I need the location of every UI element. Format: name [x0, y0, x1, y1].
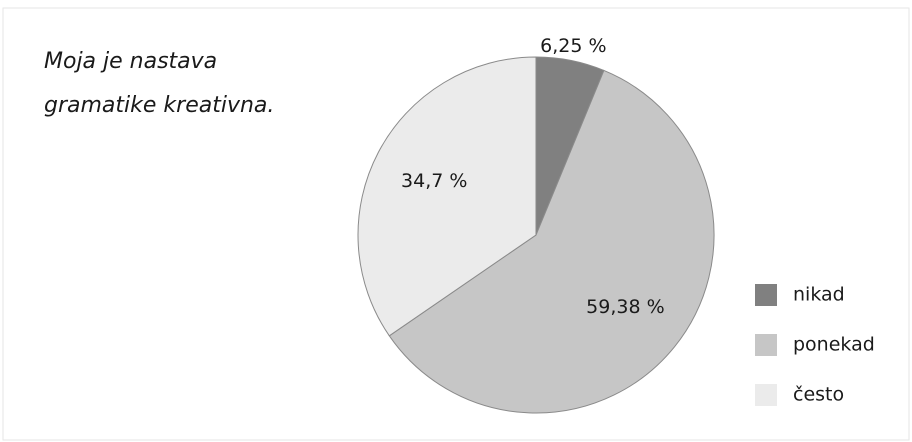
legend-swatch — [755, 284, 777, 306]
legend-swatch — [755, 334, 777, 356]
legend-label: često — [793, 384, 844, 406]
data-label: 34,7 % — [401, 170, 467, 192]
chart-title: Moja je nastava — [44, 49, 217, 74]
legend-label: ponekad — [793, 334, 875, 356]
data-label: 6,25 % — [540, 35, 606, 57]
legend-swatch — [755, 384, 777, 406]
pie-slice — [357, 56, 537, 337]
legend-label: nikad — [793, 284, 845, 306]
pie-slice — [388, 69, 715, 414]
chart-title: gramatike kreativna. — [44, 93, 274, 118]
data-label: 59,38 % — [586, 296, 665, 318]
